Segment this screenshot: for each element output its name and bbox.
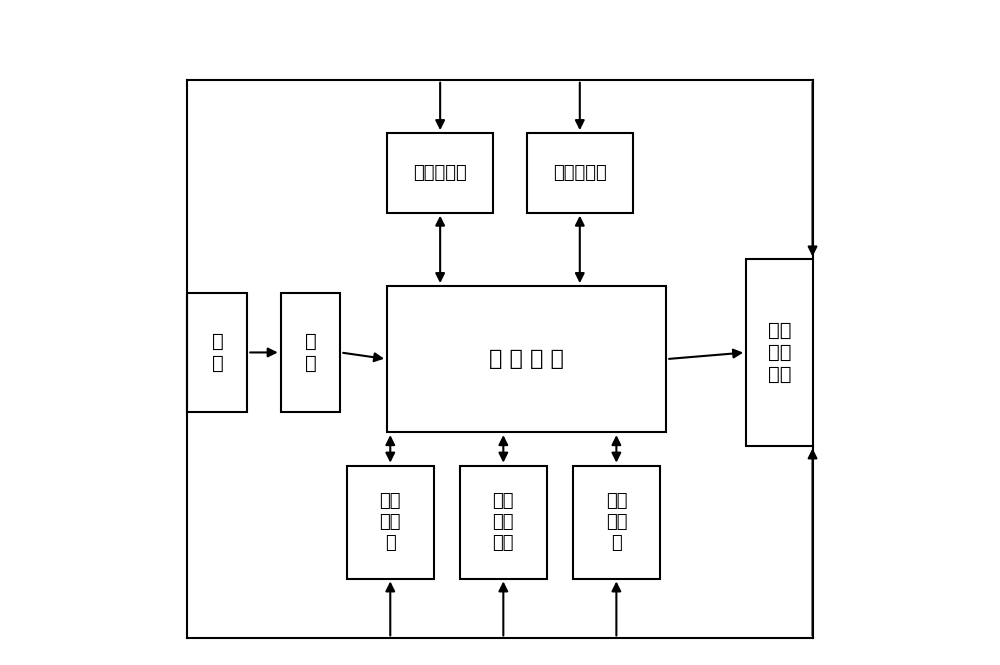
FancyBboxPatch shape xyxy=(281,293,340,412)
Text: 第一
通信
模块: 第一 通信 模块 xyxy=(768,321,791,384)
Text: 电
源: 电 源 xyxy=(212,332,223,373)
Text: 检 测 系 统: 检 测 系 统 xyxy=(489,349,564,369)
Text: 湿度传感器: 湿度传感器 xyxy=(553,164,607,182)
FancyBboxPatch shape xyxy=(187,293,247,412)
Text: 甲醛
传感
器: 甲醛 传感 器 xyxy=(606,492,627,552)
FancyBboxPatch shape xyxy=(460,465,547,579)
Text: 气体传感器: 气体传感器 xyxy=(413,164,467,182)
Text: 微生
物传
感器: 微生 物传 感器 xyxy=(493,492,514,552)
Text: 粉尘
传感
器: 粉尘 传感 器 xyxy=(380,492,401,552)
FancyBboxPatch shape xyxy=(746,259,813,446)
FancyBboxPatch shape xyxy=(387,133,493,213)
FancyBboxPatch shape xyxy=(527,133,633,213)
Text: 开
关: 开 关 xyxy=(305,332,316,373)
FancyBboxPatch shape xyxy=(573,465,660,579)
FancyBboxPatch shape xyxy=(387,286,666,432)
FancyBboxPatch shape xyxy=(347,465,434,579)
